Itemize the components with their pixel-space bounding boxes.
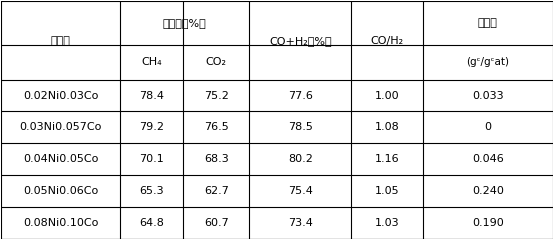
Text: 1.16: 1.16 (375, 154, 399, 164)
Text: 0: 0 (484, 122, 491, 132)
Text: 78.4: 78.4 (139, 90, 164, 101)
Text: CO₂: CO₂ (206, 57, 227, 67)
Text: 催化剂: 催化剂 (51, 36, 70, 46)
Text: 0.190: 0.190 (472, 218, 504, 228)
Text: 0.03Ni0.057Co: 0.03Ni0.057Co (19, 122, 102, 132)
Text: 转化率（%）: 转化率（%） (163, 18, 207, 28)
Text: 1.00: 1.00 (375, 90, 399, 101)
Text: 1.05: 1.05 (375, 186, 399, 196)
Text: 1.08: 1.08 (375, 122, 399, 132)
Text: 68.3: 68.3 (204, 154, 229, 164)
Text: 0.05Ni0.06Co: 0.05Ni0.06Co (23, 186, 98, 196)
Text: 0.046: 0.046 (472, 154, 504, 164)
Text: 65.3: 65.3 (139, 186, 164, 196)
Text: 0.04Ni0.05Co: 0.04Ni0.05Co (23, 154, 98, 164)
Text: CO/H₂: CO/H₂ (371, 36, 404, 46)
Text: CH₄: CH₄ (141, 57, 162, 67)
Text: 75.4: 75.4 (288, 186, 313, 196)
Text: (gᶜ/gᶜat): (gᶜ/gᶜat) (466, 57, 509, 67)
Text: 60.7: 60.7 (204, 218, 229, 228)
Text: 0.240: 0.240 (472, 186, 504, 196)
Text: 77.6: 77.6 (288, 90, 313, 101)
Text: 73.4: 73.4 (288, 218, 313, 228)
Text: 75.2: 75.2 (204, 90, 229, 101)
Text: 78.5: 78.5 (288, 122, 313, 132)
Text: 0.033: 0.033 (472, 90, 504, 101)
Text: 积碳量: 积碳量 (478, 18, 498, 28)
Text: 70.1: 70.1 (139, 154, 164, 164)
Text: 79.2: 79.2 (139, 122, 164, 132)
Text: 0.02Ni0.03Co: 0.02Ni0.03Co (23, 90, 98, 101)
Text: 64.8: 64.8 (139, 218, 164, 228)
Text: 0.08Ni0.10Co: 0.08Ni0.10Co (23, 218, 98, 228)
Text: CO+H₂（%）: CO+H₂（%） (269, 36, 332, 46)
Text: 76.5: 76.5 (204, 122, 229, 132)
Text: 80.2: 80.2 (288, 154, 313, 164)
Text: 1.03: 1.03 (375, 218, 399, 228)
Text: 62.7: 62.7 (204, 186, 229, 196)
